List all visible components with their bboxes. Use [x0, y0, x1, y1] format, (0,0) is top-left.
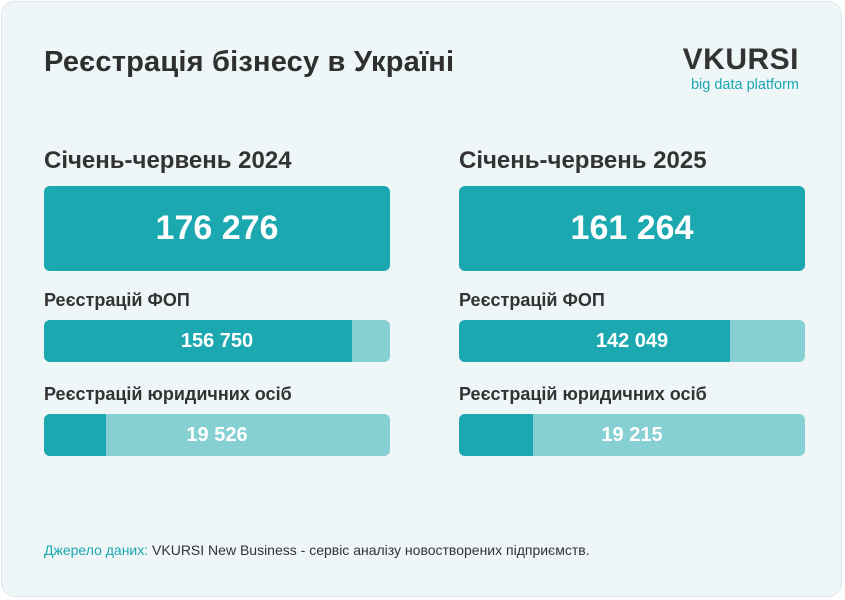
legal-entities-bar-fill — [459, 414, 534, 456]
legal-entities-label: Реєстрацій юридичних осіб — [459, 384, 707, 404]
period-heading: Січень-червень 2024 — [44, 147, 292, 174]
source-text: VKURSI New Business - сервіс аналізу нов… — [152, 542, 590, 558]
source-label: Джерело даних: — [44, 542, 149, 558]
fop-bar-fill — [44, 320, 352, 362]
total-registrations: 176 276 — [44, 186, 390, 271]
fop-bar: 156 750 — [44, 320, 390, 362]
legal-entities-bar: 19 526 — [44, 414, 390, 456]
legal-entities-value: 19 215 — [601, 423, 663, 446]
data-source-note: Джерело даних: VKURSI New Business - сер… — [44, 542, 590, 558]
column-2024: Січень-червень 2024 176 276 Реєстрацій Ф… — [44, 142, 390, 456]
legal-entities-value: 19 526 — [186, 423, 248, 446]
fop-label: Реєстрацій ФОП — [459, 290, 605, 310]
logo-name: VKURSI — [682, 43, 799, 76]
fop-bar-fill — [459, 320, 731, 362]
fop-value: 156 750 — [180, 329, 254, 352]
legal-entities-bar: 19 215 — [459, 414, 805, 456]
fop-bar: 142 049 — [459, 320, 805, 362]
period-heading: Січень-червень 2025 — [459, 147, 707, 174]
total-registrations: 161 264 — [459, 186, 805, 271]
page-title: Реєстрація бізнесу в Україні — [44, 46, 455, 78]
fop-label: Реєстрацій ФОП — [44, 290, 190, 310]
logo-tagline: big data platform — [690, 77, 799, 93]
legal-entities-bar-fill — [44, 414, 106, 456]
fop-value: 142 049 — [595, 329, 669, 352]
legal-entities-label: Реєстрацій юридичних осіб — [44, 384, 292, 404]
vkursi-logo: VKURSI big data platform — [682, 43, 799, 94]
column-2025: Січень-червень 2025 161 264 Реєстрацій Ф… — [459, 142, 805, 456]
